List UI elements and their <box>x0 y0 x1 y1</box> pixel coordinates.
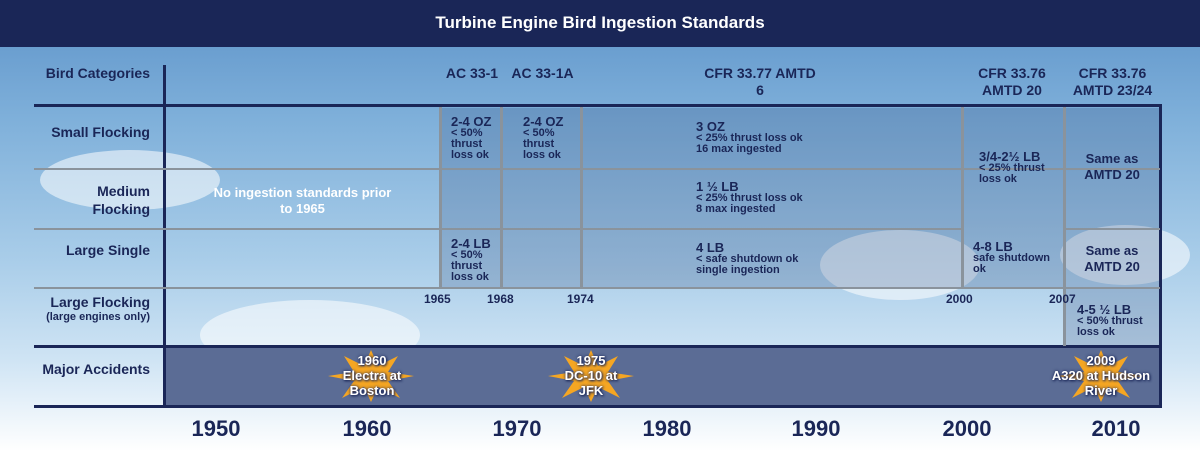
amtd20-sm-text: 3/4-2½ LB < 25% thrust loss ok <box>979 150 1057 185</box>
bottom-line <box>34 405 1162 408</box>
amtd20-sm-sub: < 25% thrust loss ok <box>979 162 1045 185</box>
burst-icon <box>1058 350 1144 402</box>
row-large-single: Large Single <box>65 242 150 258</box>
accident-band <box>166 348 1160 405</box>
header-cfr3376-2324: CFR 33.76 AMTD 23/24 <box>1072 65 1153 98</box>
cell-ac1-medium <box>441 170 501 228</box>
ac1-large-text: 2-4 LB < 50% thrust loss ok <box>451 237 496 283</box>
accident-label: A320 at Hudson River <box>1051 368 1151 398</box>
amtd2324-large-text: Same as AMTD 20 <box>1084 243 1140 274</box>
year-tick: 1974 <box>567 292 594 306</box>
ac1-large-sub: < 50% thrust loss ok <box>451 249 489 283</box>
accident-2009: 2009 A320 at Hudson River <box>1050 353 1152 398</box>
header-line <box>34 104 1162 107</box>
header-cfr3376-20: CFR 33.76 AMTD 20 <box>978 65 1046 98</box>
amtd6-medium-text: 1 ½ LB < 25% thrust loss ok 8 max ingest… <box>696 180 803 215</box>
axis-year: 1990 <box>791 416 841 441</box>
header-cfr3377: CFR 33.77 AMTD 6 <box>704 65 816 98</box>
burst-icon <box>328 350 414 402</box>
axis-year: 1980 <box>642 416 692 441</box>
amtd20-large-text: 4-8 LB safe shutdown ok <box>973 240 1061 275</box>
ac1a-small-sub: < 50% thrust loss ok <box>523 127 561 161</box>
cell-ac1a-small <box>503 108 581 168</box>
row-major-accidents: Major Accidents <box>42 361 150 377</box>
amtd2324-lf-text: 4-5 ½ LB < 50% thrust loss ok <box>1077 303 1152 338</box>
cell-amtd20 <box>963 108 1064 287</box>
ac1-small-title: 2-4 OZ <box>451 114 492 129</box>
year-line-1974 <box>580 107 583 288</box>
axis-year: 2000 <box>942 416 992 441</box>
no-standards-text: No ingestion standards prior to 1965 <box>213 185 392 216</box>
header-ac33-1a: AC 33-1A <box>511 65 574 81</box>
right-border <box>1159 105 1162 407</box>
year-tick: 2007 <box>1049 292 1076 306</box>
ac1a-small-text: 2-4 OZ < 50% thrust loss ok <box>523 115 568 161</box>
amtd20-large-sub: safe shutdown ok <box>973 252 1051 275</box>
amtd6-medium-sub1: < 25% thrust loss ok <box>696 192 803 204</box>
amtd2324-lf-title: 4-5 ½ LB <box>1077 302 1132 317</box>
accident-1960: 1960 Electra at Boston <box>322 353 422 398</box>
cell-amtd6 <box>583 108 961 287</box>
left-axis-line <box>163 65 166 407</box>
year-line-2000 <box>961 107 964 288</box>
amtd6-large-sub2: single ingestion <box>696 264 780 276</box>
amtd6-large-sub1: < safe shutdown ok <box>696 253 799 265</box>
axis-year: 1970 <box>492 416 542 441</box>
row-divider <box>1064 228 1160 230</box>
chart-title: Turbine Engine Bird Ingestion Standards <box>0 0 1200 47</box>
amtd6-medium-title: 1 ½ LB <box>696 179 739 194</box>
accident-year: 2009 <box>1086 353 1116 368</box>
row-medium-flocking: Medium Flocking <box>92 183 150 217</box>
year-tick: 1968 <box>487 292 514 306</box>
year-line-1965 <box>439 107 442 288</box>
ac1-small-sub: < 50% thrust loss ok <box>451 127 489 161</box>
cell-ac1-large <box>441 230 501 287</box>
amtd6-large-title: 4 LB <box>696 240 725 255</box>
amtd20-large-title: 4-8 LB <box>973 239 1013 254</box>
year-line-1968 <box>500 107 503 288</box>
amtd20-sm-title: 3/4-2½ LB <box>979 149 1041 164</box>
cell-amtd2324 <box>1066 108 1160 287</box>
accident-top-line <box>34 345 1162 348</box>
accident-label: Electra at Boston <box>342 368 402 398</box>
row-large-flocking: Large Flocking (large engines only) <box>40 293 150 323</box>
axis-year: 1960 <box>342 416 392 441</box>
amtd2324-lf-sub: < 50% thrust loss ok <box>1077 315 1143 338</box>
year-tick: 1965 <box>424 292 451 306</box>
accident-year: 1960 <box>357 353 387 368</box>
cloud-decoration <box>1060 225 1190 285</box>
bird-categories-label: Bird Categories <box>45 65 150 81</box>
amtd6-large-text: 4 LB < safe shutdown ok single ingestion <box>696 241 798 276</box>
cell-amtd2324-lf <box>1066 289 1160 345</box>
accident-label: DC-10 at JFK <box>564 368 618 398</box>
year-line-2007 <box>1063 107 1066 346</box>
row-divider <box>34 228 964 230</box>
amtd6-small-sub2: 16 max ingested <box>696 143 782 155</box>
ac1-small-text: 2-4 OZ < 50% thrust loss ok <box>451 115 496 161</box>
large-flocking-label: Large Flocking <box>50 294 150 310</box>
burst-icon <box>548 350 634 402</box>
cell-ac1a-large <box>503 230 581 287</box>
axis-year: 1950 <box>191 416 241 441</box>
cell-ac1a-medium <box>503 170 581 228</box>
cloud-decoration <box>40 150 220 210</box>
ac1a-small-title: 2-4 OZ <box>523 114 564 129</box>
amtd6-medium-sub2: 8 max ingested <box>696 203 776 215</box>
year-tick: 2000 <box>946 292 973 306</box>
large-flocking-note: (large engines only) <box>46 311 150 323</box>
header-ac33-1: AC 33-1 <box>445 65 499 81</box>
axis-year: 2010 <box>1091 416 1141 441</box>
accident-1975: 1975 DC-10 at JFK <box>541 353 641 398</box>
row-divider <box>34 287 1160 289</box>
cell-ac1-small <box>441 108 501 168</box>
ac1-large-title: 2-4 LB <box>451 236 491 251</box>
amtd6-small-title: 3 OZ <box>696 119 725 134</box>
row-small-flocking: Small Flocking <box>51 124 150 140</box>
accident-year: 1975 <box>576 353 606 368</box>
amtd6-small-text: 3 OZ < 25% thrust loss ok 16 max ingeste… <box>696 120 803 155</box>
amtd2324-sm-text: Same as AMTD 20 <box>1084 151 1140 182</box>
header-bird-categories: Bird Categories <box>40 65 150 82</box>
row-divider <box>34 168 1160 170</box>
amtd6-small-sub1: < 25% thrust loss ok <box>696 132 803 144</box>
